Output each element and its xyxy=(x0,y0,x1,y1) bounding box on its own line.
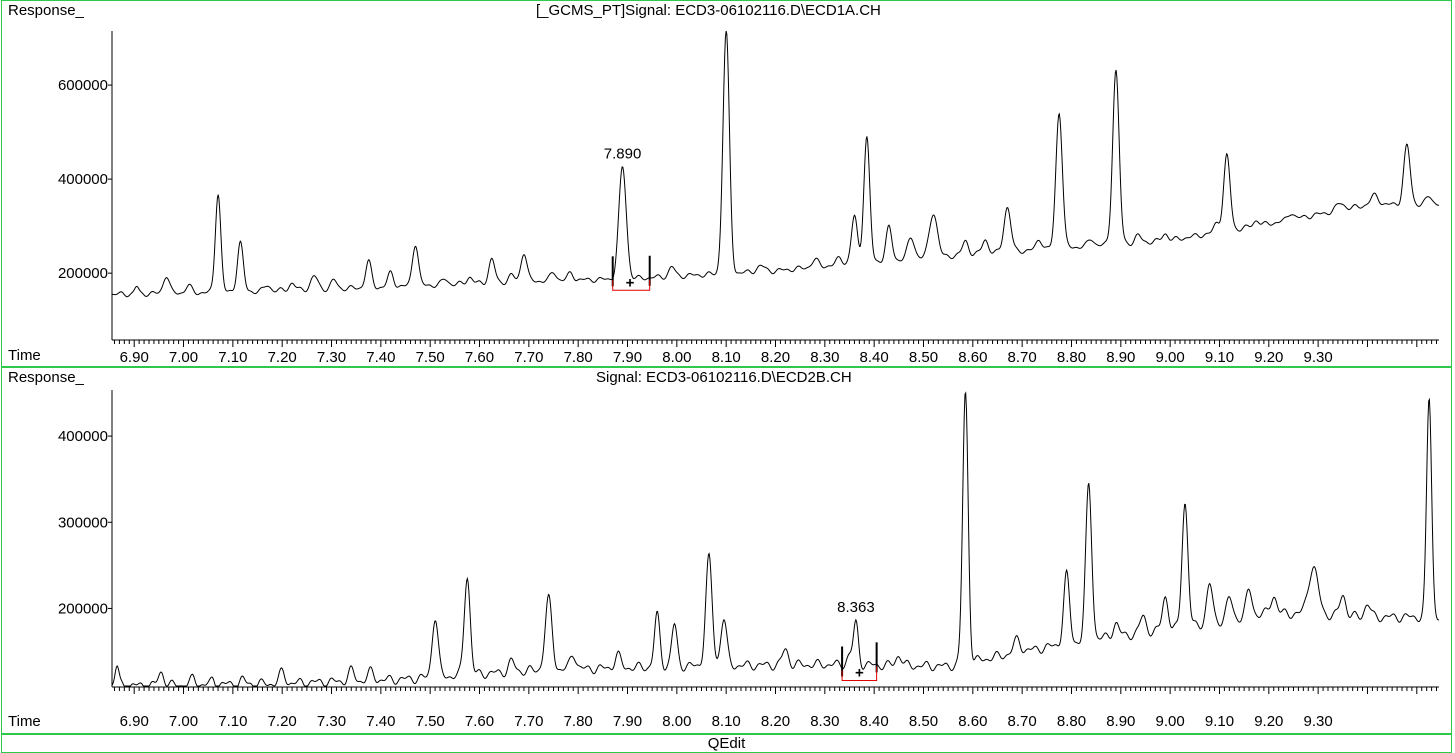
chart-title-top: [_GCMS_PT]Signal: ECD3-06102116.D\ECD1A.… xyxy=(536,2,881,19)
x-tick-label: 7.80 xyxy=(564,713,593,730)
signal-trace xyxy=(111,391,1440,687)
x-tick-label: 8.90 xyxy=(1106,349,1135,366)
x-tick-label: 9.00 xyxy=(1156,713,1185,730)
x-tick-label: 8.20 xyxy=(761,713,790,730)
integration-baseline xyxy=(841,666,878,682)
y-tick-label: 300000 xyxy=(58,514,108,531)
x-tick-label: 9.30 xyxy=(1304,349,1333,366)
y-axis-label-bottom: Response_ xyxy=(8,369,84,386)
x-tick-label: 9.20 xyxy=(1254,713,1283,730)
x-tick-label: 7.50 xyxy=(416,713,445,730)
x-tick-label: 7.40 xyxy=(366,349,395,366)
x-axis-label-top: Time xyxy=(8,347,41,364)
integration-baseline xyxy=(612,279,651,291)
y-tick-label: 200000 xyxy=(58,265,108,282)
x-tick-label: 7.20 xyxy=(268,713,297,730)
x-tick-label: 8.30 xyxy=(810,713,839,730)
x-tick-label: 7.90 xyxy=(613,349,642,366)
chart-plot-bottom: 200000 300000 400000 6.90 7.00 7.10 7.20 7.30 7.… xyxy=(58,390,1440,730)
x-tick-label: 8.80 xyxy=(1057,349,1086,366)
x-tick-label: 7.40 xyxy=(366,713,395,730)
x-tick-label: 9.10 xyxy=(1205,713,1234,730)
chart-plot-top: 200000 400000 600000 6.90 7.00 7.10 7.20 7.30 7.… xyxy=(58,30,1440,366)
x-tick-label: 8.70 xyxy=(1008,713,1037,730)
x-tick-label: 8.40 xyxy=(860,349,889,366)
x-tick-label: 8.20 xyxy=(761,349,790,366)
x-tick-label: 7.00 xyxy=(169,713,198,730)
x-tick-label: 8.00 xyxy=(662,713,691,730)
status-footer: QEdit xyxy=(1,734,1452,753)
x-tick-label: 7.60 xyxy=(465,713,494,730)
y-axis-label-top: Response_ xyxy=(8,2,84,19)
x-tick-label: 7.20 xyxy=(268,349,297,366)
x-tick-label: 6.90 xyxy=(120,349,149,366)
x-tick-label: 7.80 xyxy=(564,349,593,366)
integration-cursor-marker: + xyxy=(626,274,635,291)
x-tick-label: 7.10 xyxy=(218,713,247,730)
x-tick-label: 8.50 xyxy=(909,349,938,366)
y-tick-label: 400000 xyxy=(58,171,108,188)
x-tick-label: 8.60 xyxy=(958,349,987,366)
chart-title-bottom: Signal: ECD3-06102116.D\ECD2B.CH xyxy=(596,369,852,386)
y-tick-label: 600000 xyxy=(58,77,108,94)
x-tick-label: 9.10 xyxy=(1205,349,1234,366)
x-tick-label: 7.30 xyxy=(317,713,346,730)
x-tick-label: 8.60 xyxy=(958,713,987,730)
x-tick-label: 6.90 xyxy=(120,713,149,730)
integration-cursor-marker: + xyxy=(855,665,864,682)
signal-trace xyxy=(111,30,1440,298)
x-tick-label: 7.70 xyxy=(514,713,543,730)
x-tick-label: 8.50 xyxy=(909,713,938,730)
chart-panel-bottom: Response_ Signal: ECD3-06102116.D\ECD2B.… xyxy=(1,367,1452,734)
x-axis-label-bottom: Time xyxy=(8,713,41,730)
x-tick-label: 8.80 xyxy=(1057,713,1086,730)
x-tick-label: 8.40 xyxy=(860,713,889,730)
peak-label: 8.363 xyxy=(837,599,875,616)
x-tick-label: 7.00 xyxy=(169,349,198,366)
x-tick-label: 8.70 xyxy=(1008,349,1037,366)
x-tick-label: 8.10 xyxy=(712,349,741,366)
y-tick-label: 200000 xyxy=(58,600,108,617)
peak-label: 7.890 xyxy=(604,146,642,163)
x-tick-label: 7.60 xyxy=(465,349,494,366)
x-tick-label: 9.00 xyxy=(1156,349,1185,366)
x-tick-label: 7.10 xyxy=(218,349,247,366)
x-tick-label: 7.70 xyxy=(514,349,543,366)
x-tick-label: 7.50 xyxy=(416,349,445,366)
x-tick-label: 7.90 xyxy=(613,713,642,730)
x-tick-label: 8.30 xyxy=(810,349,839,366)
x-tick-label: 8.10 xyxy=(712,713,741,730)
x-tick-label: 7.30 xyxy=(317,349,346,366)
y-tick-label: 400000 xyxy=(58,428,108,445)
x-tick-label: 9.20 xyxy=(1254,349,1283,366)
x-tick-label: 8.90 xyxy=(1106,713,1135,730)
x-tick-label: 8.00 xyxy=(662,349,691,366)
chart-panel-top: Response_ [_GCMS_PT]Signal: ECD3-0610211… xyxy=(1,0,1452,367)
x-tick-label: 9.30 xyxy=(1304,713,1333,730)
